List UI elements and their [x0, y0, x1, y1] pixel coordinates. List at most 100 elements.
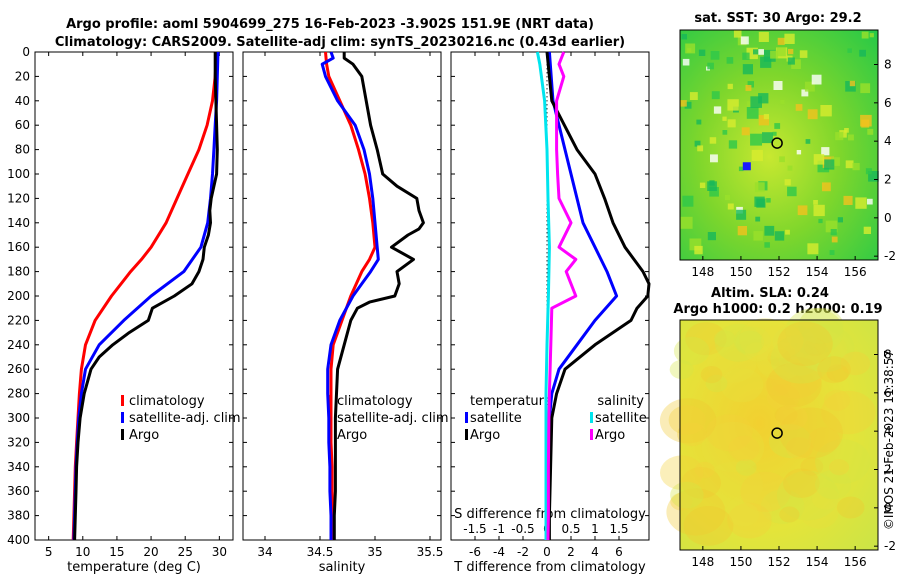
- x-tick-label: 5: [45, 545, 53, 559]
- sst-texture-cell: [698, 49, 706, 56]
- sst-texture-cell: [787, 165, 793, 171]
- x-tick-label: 0: [543, 545, 551, 559]
- sst-texture-cell: [709, 137, 717, 144]
- sla-texture-blob: [779, 407, 843, 459]
- salinity-legend: climatology satellite-adj. clim Argo: [329, 394, 449, 443]
- sst-texture-cell: [772, 131, 777, 136]
- legend-swatch-temp-argo: [465, 429, 468, 440]
- sst-texture-cell: [791, 59, 801, 69]
- x-tick-label: -2: [517, 545, 529, 559]
- sla-texture-blob: [823, 389, 851, 411]
- sla-texture-blob: [772, 325, 816, 360]
- sst-map-patches: [680, 30, 879, 255]
- map-x-tick-label: 150: [729, 265, 752, 279]
- sst-texture-cell: [740, 36, 749, 45]
- temperature-legend: climatology satellite-adj. clim Argo: [121, 394, 241, 443]
- sst-texture-cell: [829, 250, 835, 255]
- y-tick-label: 300: [7, 411, 30, 425]
- sla-map-title: Altim. SLA: 0.24: [711, 286, 829, 301]
- sst-texture-cell: [774, 231, 785, 241]
- sst-texture-cell: [750, 96, 762, 108]
- sst-texture-cell: [725, 195, 731, 201]
- map-x-tick-label: 156: [844, 555, 867, 569]
- map-x-tick-label: 148: [691, 555, 714, 569]
- sst-texture-cell: [689, 238, 702, 251]
- sst-texture-cell: [728, 140, 738, 149]
- sla-texture-blob: [840, 351, 871, 376]
- sst-texture-cell: [796, 150, 802, 155]
- sst-texture-cell: [843, 195, 853, 205]
- legend-swatch-satellite: [121, 412, 124, 423]
- legend-title-salinity: salinity: [597, 394, 644, 409]
- sla-texture-blob: [779, 506, 800, 523]
- sst-texture-cell: [753, 49, 759, 55]
- sst-texture-cell: [849, 80, 856, 87]
- sst-texture-cell: [830, 229, 837, 236]
- sst-texture-cell: [709, 187, 719, 197]
- sst-texture-cell: [711, 91, 720, 100]
- sla-texture-blob: [775, 404, 808, 431]
- sla-texture-blob: [666, 488, 726, 536]
- sst-texture-cell: [747, 101, 753, 107]
- y-tick-label: 20: [15, 69, 30, 83]
- sla-texture-blob: [783, 468, 820, 498]
- sla-texture-blob: [714, 330, 736, 348]
- map-x-tick-label: 152: [768, 265, 791, 279]
- x-top-tick-label: 1: [591, 522, 599, 536]
- sst-texture-cell: [784, 179, 791, 186]
- sst-texture-cell: [777, 47, 786, 57]
- sst-texture-cell: [813, 154, 825, 165]
- sla-texture-blob: [669, 359, 694, 380]
- sst-texture-cell: [770, 50, 779, 59]
- sst-cold-cell: [742, 162, 751, 171]
- sst-texture-cell: [835, 132, 844, 141]
- sst-texture-cell: [831, 157, 840, 166]
- series-line-satellite-adj-clim: [72, 51, 220, 541]
- sla-texture-blob: [800, 498, 839, 529]
- legend-label-sal-satellite: satellite: [595, 411, 647, 426]
- y-tick-label: 220: [7, 313, 30, 327]
- sla-texture-blob: [660, 455, 704, 491]
- sst-texture-cell: [773, 81, 783, 90]
- sla-texture-blob: [706, 343, 757, 383]
- legend-label-argo: Argo: [129, 428, 159, 443]
- legend-label-climatology: climatology: [337, 394, 413, 409]
- y-tick-label: 280: [7, 387, 30, 401]
- x-tick-label: 35: [367, 545, 382, 559]
- sst-texture-cell: [746, 107, 759, 119]
- sla-texture-blob: [668, 405, 706, 435]
- sst-texture-cell: [865, 168, 872, 175]
- sst-texture-cell: [747, 81, 754, 88]
- sla-texture-blob: [811, 487, 840, 510]
- sla-texture-blob: [761, 324, 804, 358]
- sst-texture-cell: [745, 85, 752, 91]
- sla-texture-blob: [803, 337, 827, 356]
- x-top-tick-label: 1.5: [609, 522, 628, 536]
- sla-texture-blob: [670, 481, 704, 509]
- y-tick-label: 360: [7, 484, 30, 498]
- x-tick-label: 15: [109, 545, 124, 559]
- sst-texture-cell: [751, 149, 763, 162]
- sst-texture-cell: [779, 156, 785, 163]
- sla-texture-blob: [766, 362, 822, 408]
- sst-texture-cell: [824, 159, 835, 170]
- sla-texture-blob: [704, 461, 764, 509]
- sla-texture-blob: [815, 439, 871, 484]
- map-y-tick-label: 0: [884, 501, 892, 515]
- map-y-tick-label: 6: [884, 386, 892, 400]
- sla-texture-blob: [706, 414, 753, 452]
- x-top-tick-label: -1.5: [463, 522, 486, 536]
- sst-texture-cell: [825, 220, 838, 233]
- sla-texture-blob: [821, 390, 876, 435]
- sla-texture-blob: [705, 374, 728, 393]
- map-y-tick-label: 0: [884, 211, 892, 225]
- sst-texture-cell: [764, 242, 770, 248]
- sla-texture-blob: [670, 492, 693, 511]
- map-y-tick-label: -2: [884, 539, 896, 553]
- y-tick-label: 260: [7, 362, 30, 376]
- sla-texture-blob: [694, 461, 715, 479]
- sst-texture-cell: [742, 52, 750, 60]
- sla-texture-blob: [756, 341, 805, 381]
- difference-legend: temperature satellite Argo salinity sate…: [465, 394, 647, 443]
- y-tick-label: 340: [7, 460, 30, 474]
